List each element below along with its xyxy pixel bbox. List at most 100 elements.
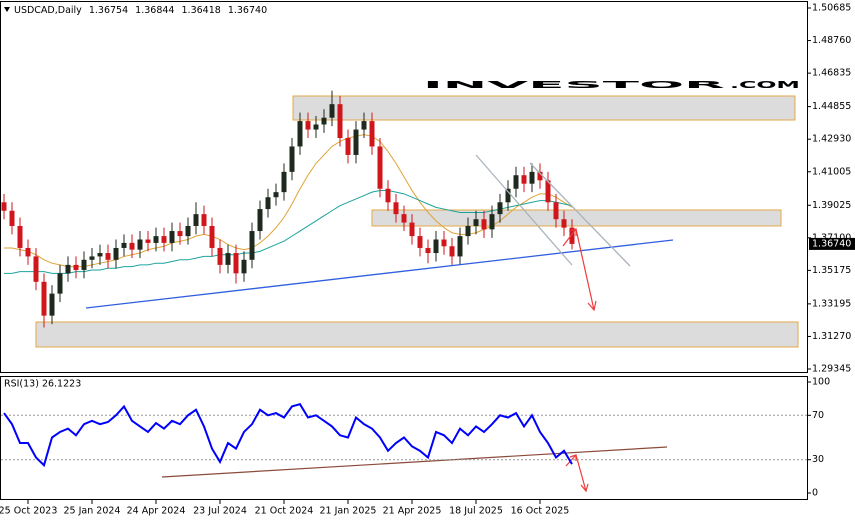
- watermark-left: BEL: [335, 80, 421, 91]
- candle-body: [33, 256, 39, 282]
- trend-line: [85, 239, 674, 309]
- watermark-right: .COM: [730, 80, 800, 91]
- candle-body: [497, 202, 503, 215]
- candle-body: [417, 236, 423, 248]
- x-tick-label: 21 Oct 2024: [255, 506, 314, 517]
- candle-body: [25, 247, 31, 257]
- candle-body: [441, 239, 447, 247]
- candle-body: [121, 242, 127, 248]
- y-tick-label: 1.29345: [812, 364, 851, 375]
- high: 1.36844: [135, 5, 174, 16]
- arrow: [575, 454, 587, 492]
- y-tick-label: 1.41005: [812, 166, 851, 177]
- x-tick-label: 16 Oct 2025: [511, 506, 570, 517]
- candle-body: [481, 219, 487, 230]
- watermark: BEL INVESTOR .COM: [334, 79, 800, 92]
- x-tick-label: 24 Apr 2024: [127, 506, 186, 517]
- candle-body: [561, 219, 567, 228]
- candle-body: [113, 247, 119, 260]
- candle-body: [569, 227, 575, 244]
- y-tick-label: 1.39025: [812, 200, 851, 211]
- candle-body: [545, 180, 551, 203]
- arrow: [565, 454, 577, 467]
- x-tick-label: 21 Jan 2025: [320, 506, 377, 517]
- y-tick-label: 100: [812, 377, 830, 388]
- watermark-middle: INVESTOR: [423, 80, 729, 91]
- y-tick-label: 1.33195: [812, 298, 851, 309]
- candle-body: [393, 202, 399, 215]
- rsi-title: RSI(13) 26.1223: [4, 379, 81, 390]
- candle-body: [169, 231, 175, 243]
- candle-body: [305, 121, 311, 130]
- support-zone: [35, 321, 799, 348]
- candle-body: [321, 117, 327, 125]
- channel-line: [529, 162, 631, 267]
- arrow: [575, 228, 595, 311]
- rsi-line: [3, 403, 573, 468]
- candle-body: [449, 246, 455, 257]
- moving-average: [4, 134, 573, 268]
- candle-body: [73, 264, 79, 270]
- header-marker: [4, 7, 10, 12]
- arrow: [562, 228, 577, 247]
- candle-body: [505, 188, 511, 203]
- y-tick-label: 0: [812, 488, 818, 499]
- moving-average: [4, 189, 573, 274]
- candle-body: [273, 192, 279, 198]
- candle-body: [241, 259, 247, 274]
- y-tick-label: 1.35175: [812, 265, 851, 276]
- candle-body: [209, 225, 215, 248]
- candle-body: [201, 214, 207, 226]
- y-tick-label: 1.37100: [812, 232, 851, 243]
- candle-body: [153, 236, 159, 243]
- y-tick-label: 70: [812, 410, 824, 421]
- candle-body: [89, 256, 95, 260]
- candle-body: [401, 214, 407, 223]
- last-price-box: [809, 237, 855, 250]
- candle-body: [177, 231, 183, 237]
- rsi-panel: [0, 376, 808, 500]
- candle-body: [185, 225, 191, 237]
- candle-body: [369, 121, 375, 147]
- candle-body: [473, 219, 479, 226]
- candle-body: [9, 210, 15, 226]
- candle-body: [553, 202, 559, 220]
- resistance-zone: [292, 95, 796, 121]
- candle-body: [385, 188, 391, 203]
- candle-body: [537, 171, 543, 181]
- y-tick-label: 1.46835: [812, 68, 851, 79]
- x-tick-label: 25 Oct 2023: [0, 506, 57, 517]
- y-tick-label: 1.50685: [812, 3, 851, 14]
- channel-line: [475, 154, 573, 266]
- x-tick-label: 18 Jul 2025: [449, 506, 503, 517]
- y-tick-label: 1.44855: [812, 101, 851, 112]
- rsi-trend-line: [161, 446, 668, 478]
- y-tick-label: 30: [812, 454, 824, 465]
- header: USDCAD,Daily 1.36754 1.36844 1.36418 1.3…: [14, 5, 267, 16]
- candle-body: [233, 253, 239, 274]
- candle-body: [257, 209, 263, 232]
- last-price-label: 1.36740: [812, 238, 851, 249]
- price-panel: [0, 1, 808, 373]
- candle-body: [145, 239, 151, 243]
- candle-body: [1, 202, 7, 211]
- candle-body: [353, 129, 359, 155]
- candle-body: [97, 253, 103, 257]
- y-tick-label: 1.42930: [812, 134, 851, 145]
- candle-body: [529, 171, 535, 184]
- candle-body: [377, 146, 383, 189]
- candle-body: [17, 225, 23, 248]
- candle-body: [297, 121, 303, 147]
- low: 1.36418: [182, 5, 221, 16]
- candle-body: [329, 104, 335, 118]
- candle-body: [345, 138, 351, 155]
- candle-body: [249, 231, 255, 260]
- candle-body: [409, 222, 415, 237]
- candle-body: [457, 236, 463, 257]
- candle-body: [193, 214, 199, 226]
- candle-body: [289, 146, 295, 172]
- forecast-arrows: [562, 228, 597, 493]
- close: 1.36740: [228, 5, 267, 16]
- candle-body: [513, 175, 519, 189]
